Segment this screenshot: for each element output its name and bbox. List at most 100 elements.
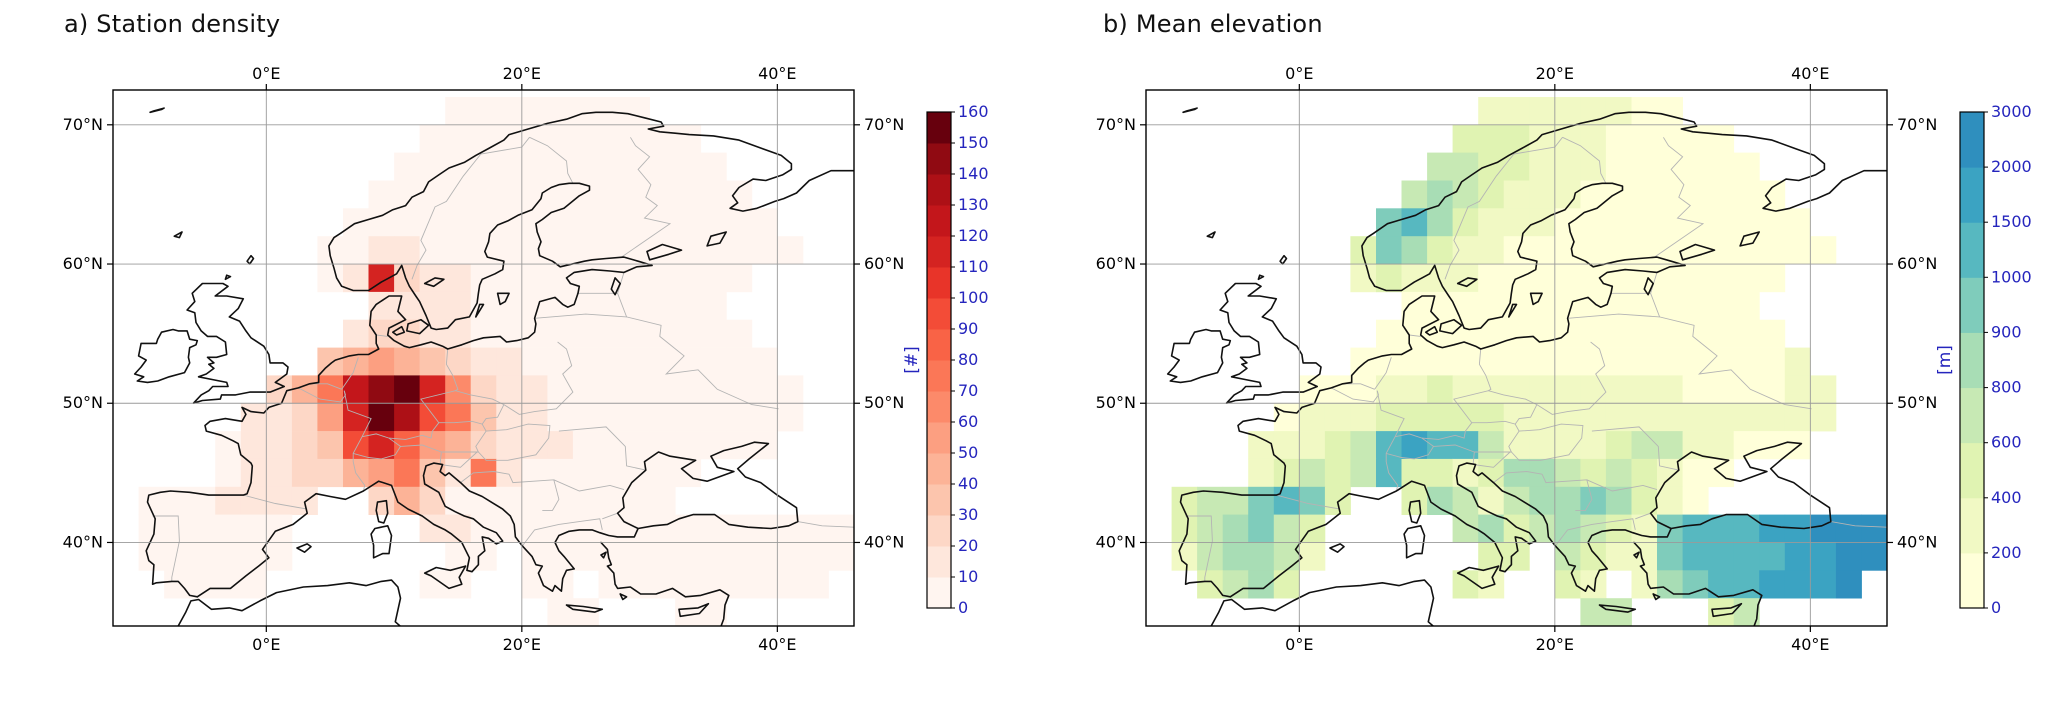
grid-cell [572, 375, 599, 404]
colorbar-segment [927, 577, 951, 609]
grid-cell [1682, 458, 1709, 488]
grid-cell [1708, 403, 1735, 432]
grid-cell [1631, 347, 1658, 376]
grid-cell [445, 514, 472, 543]
grid-cell [624, 403, 650, 432]
country-border [1276, 494, 1341, 510]
coastline [406, 318, 430, 335]
grid-cell [470, 152, 497, 181]
grid-cell [1580, 403, 1607, 432]
grid-cell [1350, 264, 1377, 293]
colorbar-segment [927, 267, 951, 299]
grid-cell [649, 236, 676, 265]
grid-cell [1682, 264, 1709, 293]
coastline [423, 565, 467, 590]
y-tick-label-right: 60°N [864, 254, 904, 273]
country-border [1478, 348, 1492, 392]
y-tick-label-left: 60°N [1096, 254, 1136, 273]
colorbar-tick-label: 800 [1991, 378, 2022, 397]
grid-cell [1657, 431, 1683, 460]
y-tick-label-right: 40°N [1897, 533, 1937, 552]
grid-cell [1554, 375, 1581, 404]
country-border [1514, 404, 1538, 425]
country-border [152, 515, 180, 582]
grid-cell [1273, 486, 1300, 515]
grid-cell [343, 264, 369, 293]
grid-cell [521, 375, 548, 404]
grid-cell [291, 375, 318, 404]
grid-cell [1605, 208, 1632, 237]
grid-cell [828, 542, 854, 571]
grid-cell [777, 403, 804, 432]
grid-cell [215, 542, 242, 571]
grid-cell [1478, 264, 1505, 293]
grid-cell [1759, 570, 1786, 599]
colorbar-segment [1960, 332, 1984, 389]
grid-cell [1554, 542, 1581, 571]
coastline [1508, 303, 1518, 318]
grid-cell [1657, 319, 1683, 348]
country-border [243, 494, 308, 510]
grid-cell [1503, 431, 1530, 460]
grid-cell [419, 124, 446, 153]
grid-cell [317, 264, 344, 293]
grid-cell [598, 458, 625, 488]
coastline [1652, 593, 1661, 601]
grid-cell [1784, 431, 1811, 460]
country-border [1185, 515, 1213, 582]
coastline [1633, 541, 1763, 626]
grid-cell [649, 347, 676, 376]
colorbar-segment [927, 143, 951, 175]
grid-cell [624, 152, 650, 181]
country-border [1376, 390, 1405, 437]
grid-cell [445, 570, 472, 599]
country-border [343, 390, 372, 437]
grid-cell [368, 208, 395, 237]
x-tick-label-top: 20°E [1536, 64, 1574, 83]
grid-cell [649, 403, 676, 432]
grid-cell [470, 514, 497, 543]
grid-cell [1605, 486, 1632, 515]
grid-cell [445, 264, 472, 293]
colorbar-segment [927, 484, 951, 516]
grid-cell [1503, 97, 1530, 126]
grid-cell [547, 403, 574, 432]
y-tick-label-left: 70°N [63, 115, 103, 134]
grid-cell [343, 347, 369, 376]
grid-cell [445, 542, 472, 571]
grid-cell [496, 347, 523, 376]
grid-cell [496, 97, 523, 126]
grid-cell [1657, 208, 1683, 237]
grid-cell [1529, 97, 1556, 126]
y-tick-label-left: 60°N [63, 254, 103, 273]
grid-cell [572, 486, 599, 515]
grid-cell [1376, 264, 1402, 293]
grid-cell [700, 208, 727, 237]
grid-cell [572, 97, 599, 126]
coastline [1166, 328, 1232, 384]
grid-cell [777, 514, 804, 543]
country-border [1541, 474, 1593, 511]
grid-cell [1759, 319, 1786, 348]
colorbar-segment [1960, 387, 1984, 444]
grid-cell [1529, 264, 1556, 293]
grid-cell [368, 180, 395, 209]
grid-cell [675, 124, 702, 153]
grid-cell [1350, 458, 1377, 488]
grid-cell [1631, 97, 1658, 126]
grid-cell [547, 347, 574, 376]
country-border [309, 383, 342, 390]
grid-cell [1554, 152, 1581, 181]
grid-cell [1222, 514, 1249, 543]
colorbar-tick-label: 900 [1991, 322, 2022, 341]
grid-cell [1478, 291, 1505, 321]
country-border [411, 137, 530, 280]
grid-cell [1657, 97, 1683, 126]
grid-cell [598, 431, 625, 460]
colorbar-segment [1960, 497, 1984, 554]
grid-cell [1657, 152, 1683, 181]
grid-cell [675, 180, 702, 209]
grid-cell [1733, 542, 1760, 571]
x-tick-label-top: 40°E [1791, 64, 1829, 83]
grid-cell [521, 319, 548, 348]
